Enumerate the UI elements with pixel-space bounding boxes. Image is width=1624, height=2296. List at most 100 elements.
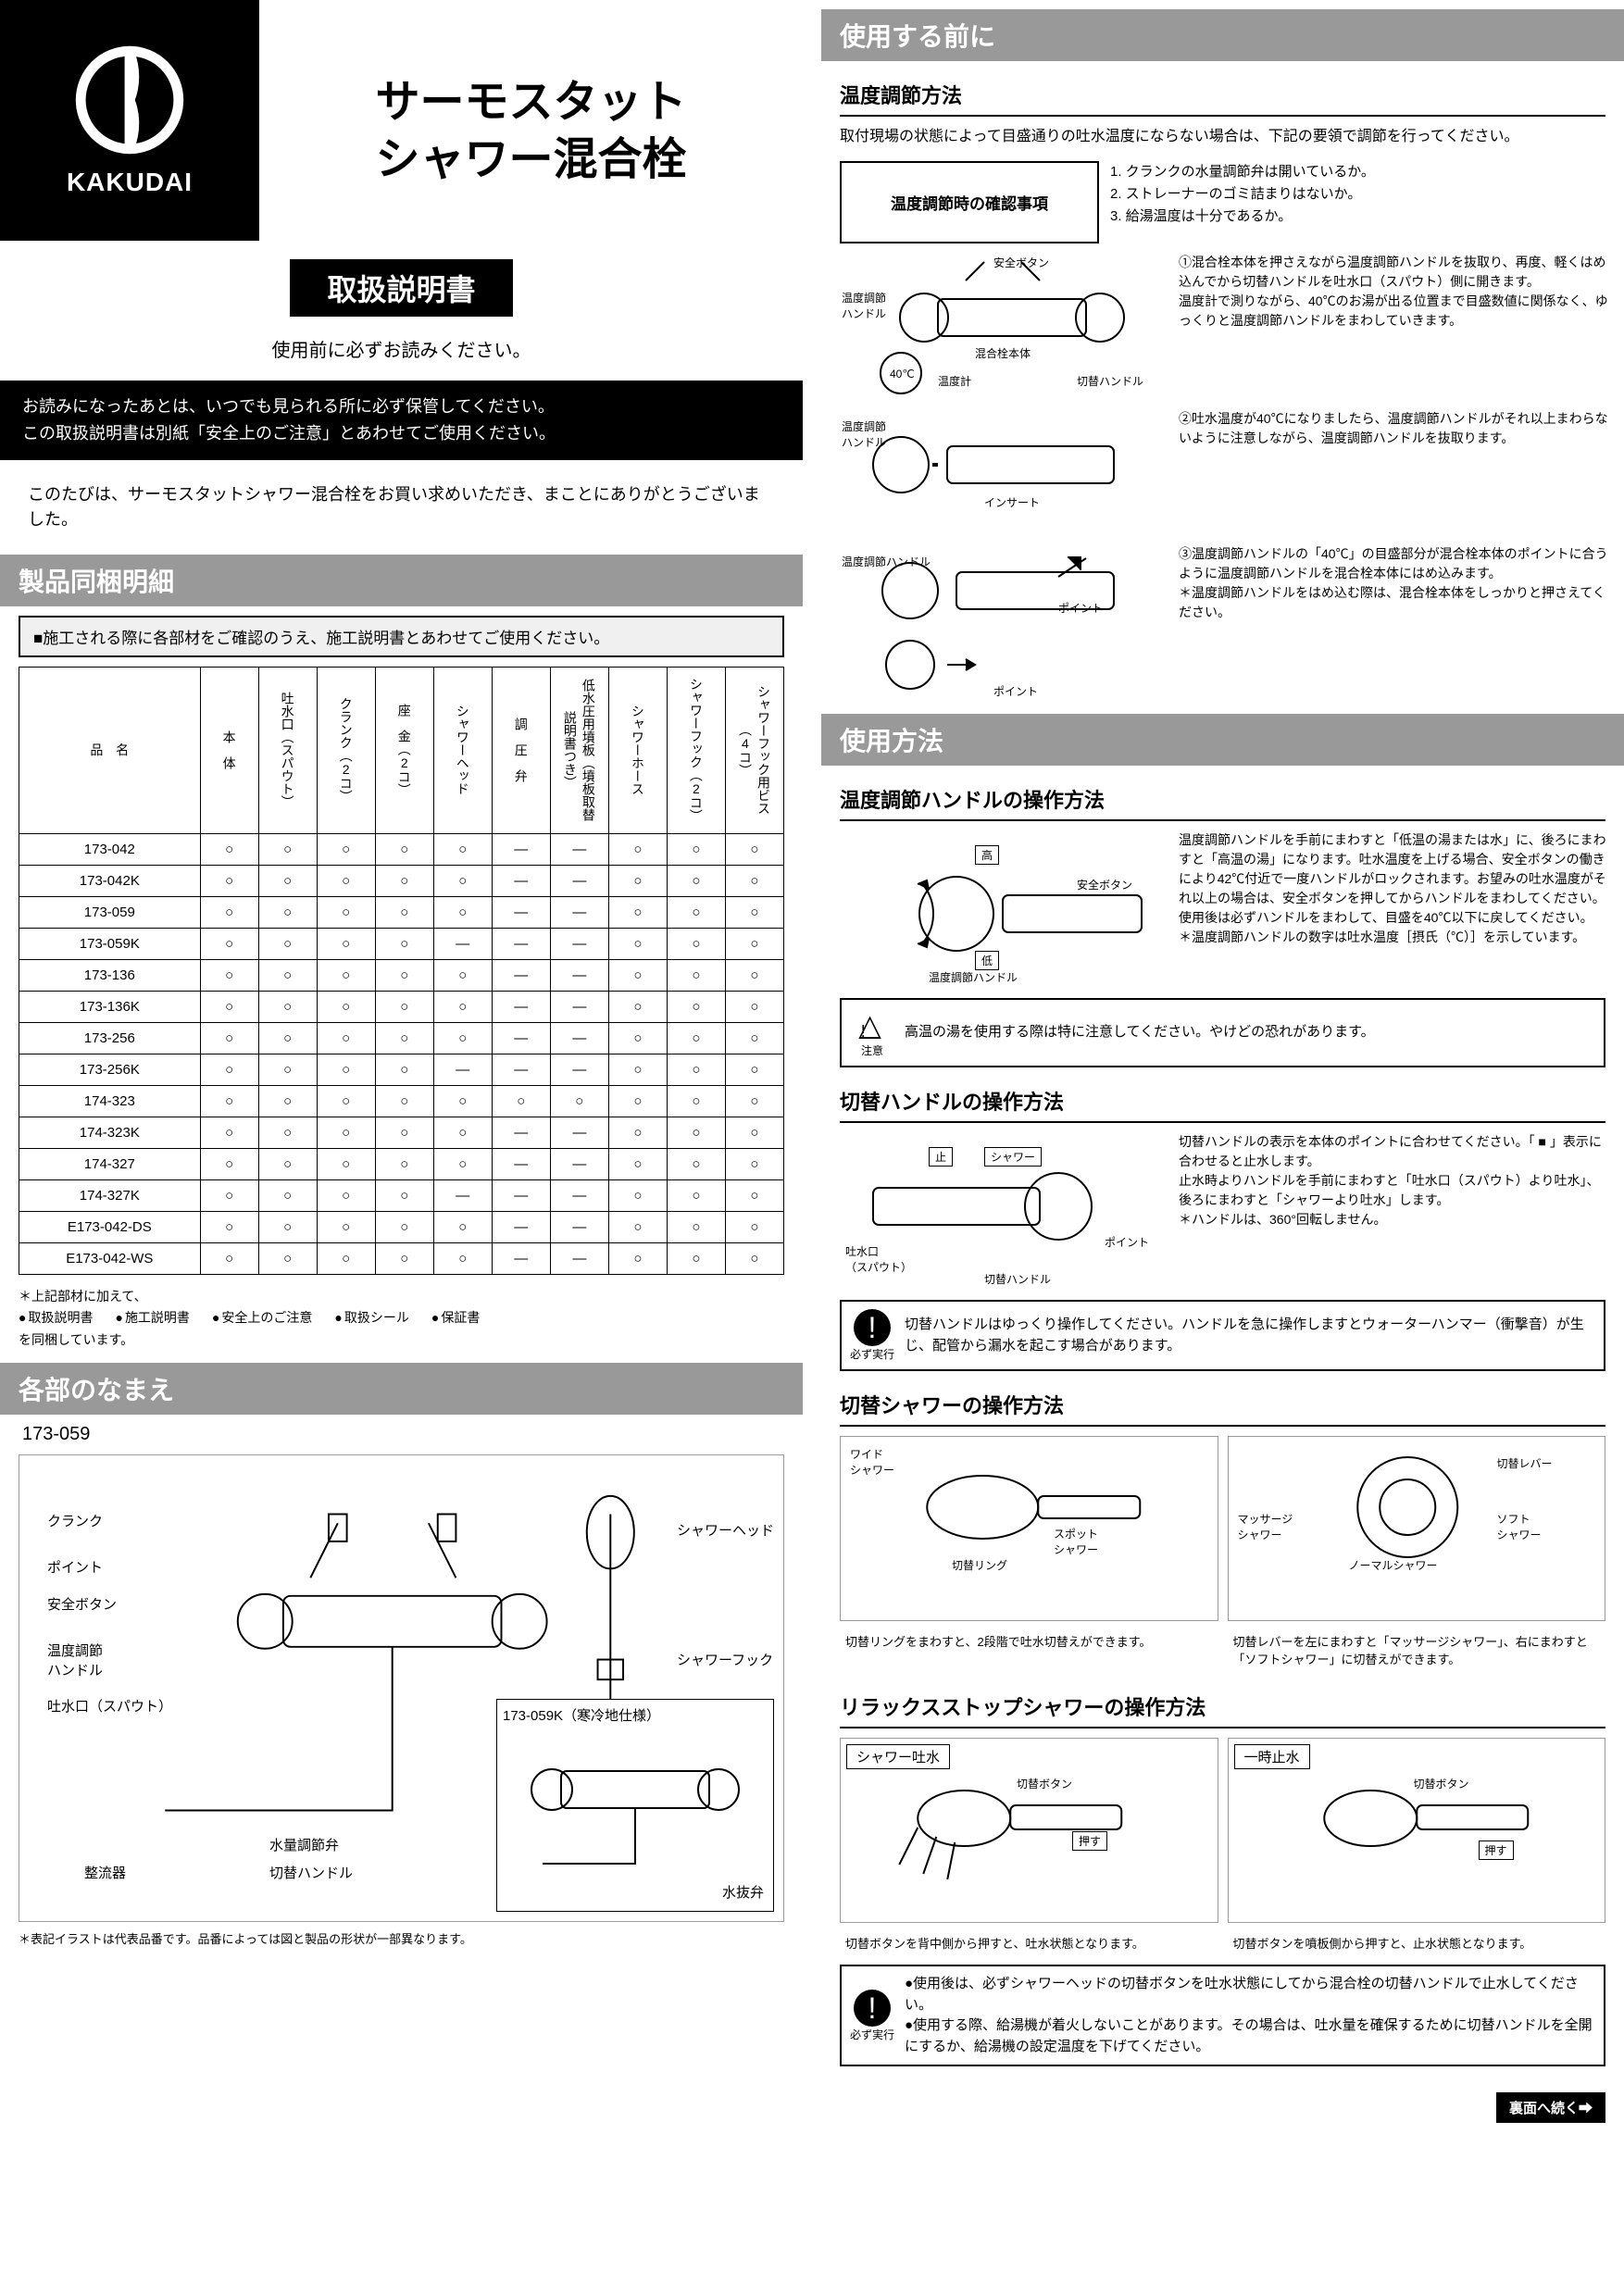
table-row: 173-059○○○○○――○○○ <box>19 896 784 928</box>
parts-cell: ○ <box>608 991 667 1022</box>
check-1: 1. クランクの水量調節弁は開いているか。 <box>1110 161 1605 183</box>
table-row: E173-042-DS○○○○○――○○○ <box>19 1211 784 1242</box>
sb-soft: ソフト シャワー <box>1497 1511 1542 1542</box>
parts-cell: ― <box>550 928 608 959</box>
keep-notice: お読みになったあとは、いつでも見られる所に必ず保管してください。 この取扱説明書… <box>0 381 803 460</box>
parts-cell: ○ <box>375 991 433 1022</box>
check-list: 1. クランクの水量調節弁は開いているか。 2. ストレーナーのゴミ詰まりはない… <box>1110 161 1605 228</box>
parts-cell: ○ <box>258 1148 317 1179</box>
table-row: 173-059K○○○○―――○○○ <box>19 928 784 959</box>
parts-cell: ○ <box>667 928 725 959</box>
cold-faucet-icon <box>503 1725 768 1891</box>
parts-cell: ○ <box>375 865 433 896</box>
parts-cell: ○ <box>433 865 492 896</box>
sw-stop: 止 <box>929 1147 953 1167</box>
parts-cell: ○ <box>200 1117 258 1148</box>
parts-cell: ○ <box>258 896 317 928</box>
table-row: 174-323K○○○○○――○○○ <box>19 1117 784 1148</box>
table-row: 173-136○○○○○――○○○ <box>19 959 784 991</box>
sa-spot: スポット シャワー <box>1054 1526 1098 1557</box>
parts-model-cell: 174-327 <box>19 1148 201 1179</box>
parts-cell: ○ <box>725 1148 783 1179</box>
parts-model-cell: 173-136 <box>19 959 201 991</box>
parts-cell: ○ <box>433 1242 492 1274</box>
parts-cell: ― <box>550 1179 608 1211</box>
sub-relax-op: リラックスストップシャワーの操作方法 <box>840 1688 1605 1728</box>
handle-warning: △!注意 高温の湯を使用する際は特に注意してください。やけどの恐れがあります。 <box>840 998 1605 1067</box>
parts-cell: ○ <box>725 833 783 865</box>
parts-cell: ○ <box>608 1148 667 1179</box>
parts-cell: ― <box>492 1179 550 1211</box>
parts-cell: ○ <box>667 1179 725 1211</box>
parts-footnotes: ＊上記部材に加えて、 取扱説明書施工説明書安全上のご注意取扱シール保証書 を同梱… <box>19 1286 784 1352</box>
parts-model-cell: E173-042-DS <box>19 1211 201 1242</box>
parts-cell: ○ <box>258 1211 317 1242</box>
parts-cell: ― <box>550 1117 608 1148</box>
parts-cell: ○ <box>258 1242 317 1274</box>
parts-cell: ○ <box>317 865 375 896</box>
relax-b-head: 一時止水 <box>1234 1744 1310 1769</box>
parts-col-header: 品 名 <box>19 667 201 833</box>
parts-cell: ○ <box>317 959 375 991</box>
parts-foot-1: ＊上記部材に加えて、 <box>19 1289 147 1304</box>
parts-cell: ○ <box>667 833 725 865</box>
parts-cell: ○ <box>608 1085 667 1117</box>
parts-cell: ○ <box>258 928 317 959</box>
parts-foot-item: 安全上のご注意 <box>212 1310 312 1325</box>
label-switch-handle: 切替ハンドル <box>269 1863 353 1882</box>
parts-model-cell: 173-059 <box>19 896 201 928</box>
parts-cell: ― <box>550 1054 608 1085</box>
parts-cell: ○ <box>433 1022 492 1054</box>
parts-cell: ○ <box>375 896 433 928</box>
h-low: 低 <box>975 951 999 970</box>
h-high: 高 <box>975 845 999 865</box>
parts-cell: ― <box>433 1054 492 1085</box>
parts-cell: ○ <box>667 865 725 896</box>
product-title-2: シャワー混合栓 <box>259 131 803 189</box>
parts-cell: ○ <box>375 1211 433 1242</box>
parts-cell: ○ <box>258 1117 317 1148</box>
step2-diagram: 温度調節 ハンドル インサート <box>836 409 1169 539</box>
label-strainer: 整流器 <box>84 1863 126 1882</box>
shower-b-caption: 切替レバーを左にまわすと「マッサージシャワー」、右にまわすと「ソフトシャワー」に… <box>1228 1627 1606 1673</box>
shower-b-diagram: マッサージ シャワー ソフト シャワー 切替レバー ノーマルシャワー <box>1228 1436 1606 1621</box>
table-row: 173-136K○○○○○――○○○ <box>19 991 784 1022</box>
h-safety: 安全ボタン <box>1077 877 1132 892</box>
parts-cell: ― <box>492 865 550 896</box>
sub-shower-op: 切替シャワーの操作方法 <box>840 1386 1605 1427</box>
parts-model-cell: 174-323 <box>19 1085 201 1117</box>
parts-cell: ○ <box>258 1054 317 1085</box>
parts-cell: ○ <box>317 928 375 959</box>
check-3: 3. 給湯温度は十分であるか。 <box>1110 206 1605 228</box>
parts-cell: ○ <box>608 1117 667 1148</box>
table-row: 174-327K○○○○―――○○○ <box>19 1179 784 1211</box>
parts-cell: ○ <box>200 928 258 959</box>
s1-temp-handle: 温度調節 ハンドル <box>842 290 886 321</box>
parts-cell: ○ <box>725 1211 783 1242</box>
table-row: 173-256○○○○○――○○○ <box>19 1022 784 1054</box>
parts-cell: ○ <box>667 1022 725 1054</box>
parts-cell: ○ <box>258 833 317 865</box>
parts-cell: ○ <box>375 1085 433 1117</box>
parts-col-header: シャワーフック（2コ） <box>667 667 725 833</box>
handle-diagram: 高 低 安全ボタン 温度調節ハンドル <box>836 830 1169 991</box>
parts-cell: ○ <box>608 1179 667 1211</box>
switch-diagram: 止 シャワー 吐水口 （スパウト） 切替ハンドル ポイント <box>836 1132 1169 1292</box>
parts-cell: ― <box>550 833 608 865</box>
step2-text: ②吐水温度が40℃になりましたら、温度調節ハンドルがそれ以上まわらないように注意… <box>1179 409 1609 539</box>
parts-cell: ○ <box>667 1211 725 1242</box>
parts-cell: ○ <box>725 865 783 896</box>
rb-press: 押す <box>1479 1841 1514 1860</box>
shower-a-icon <box>846 1442 1212 1581</box>
parts-model-cell: 173-042K <box>19 865 201 896</box>
table-row: 173-256K○○○○―――○○○ <box>19 1054 784 1085</box>
parts-cell: ○ <box>375 1022 433 1054</box>
parts-foot-item: 取扱シール <box>334 1310 408 1325</box>
parts-cell: ― <box>492 1148 550 1179</box>
parts-cell: ○ <box>608 959 667 991</box>
parts-cell: ○ <box>375 1148 433 1179</box>
ra-press: 押す <box>1072 1831 1107 1851</box>
parts-cell: ○ <box>258 959 317 991</box>
parts-cell: ○ <box>667 1242 725 1274</box>
parts-cell: ○ <box>433 1117 492 1148</box>
